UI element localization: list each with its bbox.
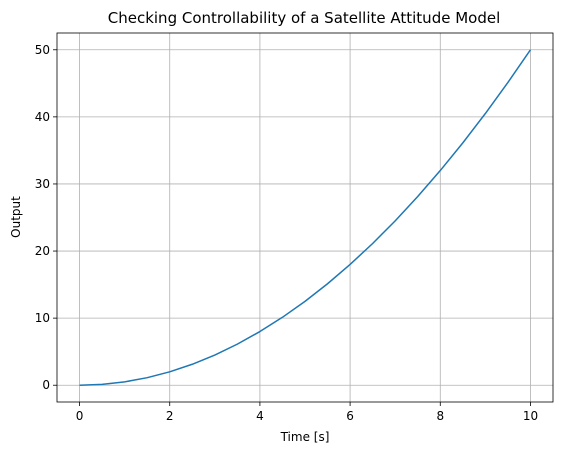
x-tick-label-0: 0 — [76, 409, 84, 423]
y-tick-label-4: 40 — [35, 110, 50, 124]
x-tick-label-1: 2 — [166, 409, 174, 423]
ticks: 0 2 4 6 8 10 0 10 20 30 40 50 — [35, 43, 538, 423]
y-tick-label-3: 30 — [35, 177, 50, 191]
x-tick-label-3: 6 — [346, 409, 354, 423]
series-layer — [79, 49, 532, 386]
y-tick-label-2: 20 — [35, 244, 50, 258]
series-line-0 — [79, 49, 532, 386]
x-tick-label-4: 8 — [436, 409, 444, 423]
y-axis-label: Output — [9, 196, 23, 238]
x-tick-label-2: 4 — [256, 409, 264, 423]
y-tick-label-1: 10 — [35, 311, 50, 325]
chart-title: Checking Controllability of a Satellite … — [108, 9, 501, 27]
y-tick-label-5: 50 — [35, 43, 50, 57]
x-axis-label: Time [s] — [280, 430, 330, 444]
grid — [57, 33, 553, 402]
x-tick-label-5: 10 — [523, 409, 538, 423]
plot-frame — [56, 32, 554, 403]
y-tick-label-0: 0 — [42, 378, 50, 392]
